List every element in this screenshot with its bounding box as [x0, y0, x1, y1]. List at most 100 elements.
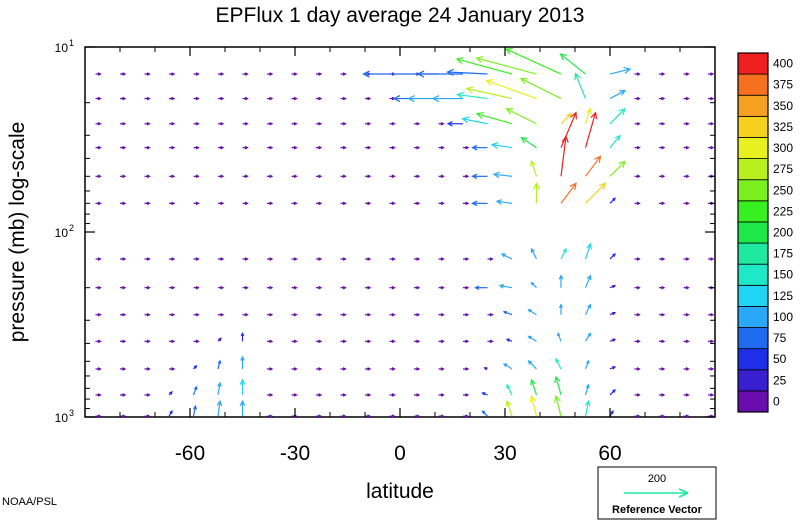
colorbar-label: 400: [773, 57, 793, 71]
flux-vector-head: [195, 312, 200, 317]
x-tick-label: 30: [493, 442, 516, 465]
flux-vector-head: [195, 257, 200, 261]
flux-vector-head: [171, 201, 176, 206]
y-tick-label-exponent: 1: [69, 38, 74, 48]
flux-vector-head: [553, 394, 561, 403]
flux-vector-head: [97, 257, 102, 261]
flux-vector: [708, 339, 715, 344]
flux-vector: [95, 339, 102, 344]
flux-vector: [242, 312, 249, 317]
flux-vector-head: [456, 91, 465, 99]
flux-vector: [530, 247, 538, 260]
flux-vector-head: [367, 257, 372, 261]
flux-vector: [365, 367, 372, 371]
flux-vector: [144, 201, 151, 206]
flux-vector-head: [171, 257, 176, 261]
flux-vector: [559, 53, 586, 75]
flux-vector: [634, 414, 641, 418]
flux-vector-head: [612, 311, 617, 316]
vector-field: [95, 48, 715, 418]
flux-vector-shaft: [506, 384, 513, 396]
colorbar-label: 200: [773, 226, 793, 240]
flux-vector: [365, 414, 372, 418]
colorbar-swatch: [737, 348, 769, 371]
colorbar-swatch: [737, 263, 769, 286]
colorbar-label: 300: [773, 141, 793, 155]
flux-vector-head: [342, 393, 347, 397]
flux-vector-head: [407, 95, 415, 103]
flux-vector-head: [587, 332, 592, 337]
flux-vector-head: [269, 257, 274, 261]
flux-vector: [267, 257, 274, 261]
flux-vector-head: [146, 339, 151, 344]
flux-vector-shaft: [530, 248, 538, 260]
flux-vector-head: [97, 72, 102, 76]
flux-vector: [560, 111, 577, 148]
colorbar-label: 225: [773, 204, 793, 218]
flux-vector-head: [710, 367, 715, 371]
flux-vector: [609, 160, 626, 177]
flux-vector-head: [661, 393, 666, 397]
flux-vector: [169, 174, 176, 179]
flux-vector-head: [527, 335, 532, 340]
y-tick-label: 10: [55, 411, 69, 425]
flux-vector-head: [505, 338, 510, 342]
flux-vector: [120, 174, 127, 179]
flux-vector: [634, 393, 641, 397]
flux-vector-head: [685, 96, 690, 101]
flux-vector-head: [367, 285, 372, 290]
flux-vector: [414, 285, 421, 290]
flux-vector: [316, 312, 323, 317]
flux-vector: [584, 242, 592, 260]
flux-vector: [169, 145, 176, 150]
colorbar-swatch: [737, 242, 769, 265]
flux-vector-head: [527, 309, 532, 313]
flux-vector-head: [710, 257, 715, 261]
flux-vector: [218, 312, 225, 317]
flux-vector-head: [342, 414, 347, 418]
flux-vector: [340, 339, 347, 344]
flux-vector: [120, 96, 127, 101]
flux-vector-head: [500, 253, 506, 258]
colorbar-label: 150: [773, 268, 793, 282]
flux-vector-head: [169, 391, 173, 395]
flux-vector: [558, 274, 564, 288]
flux-vector-head: [440, 312, 445, 317]
flux-vector-head: [566, 112, 572, 119]
flux-vector-shaft: [530, 379, 538, 396]
flux-vector: [95, 285, 102, 290]
flux-vector-head: [416, 121, 421, 126]
flux-vector-shaft: [462, 118, 488, 125]
flux-vector-head: [146, 145, 151, 150]
flux-vector-head: [636, 312, 641, 317]
flux-vector-head: [391, 367, 396, 371]
flux-vector: [267, 121, 274, 126]
flux-vector-head: [570, 111, 577, 120]
flux-vector: [659, 367, 666, 371]
flux-vector-head: [586, 107, 592, 115]
flux-vector-head: [612, 197, 616, 202]
flux-vector: [463, 201, 470, 206]
flux-vector: [218, 257, 225, 261]
flux-vector: [340, 257, 347, 261]
flux-vector: [267, 367, 274, 371]
flux-vector-head: [97, 339, 102, 344]
flux-vector: [659, 201, 666, 206]
flux-vector-head: [97, 312, 102, 317]
colorbar-swatch: [737, 327, 769, 350]
flux-vector: [291, 174, 298, 179]
flux-vector-head: [612, 284, 617, 289]
flux-vector-head: [618, 160, 626, 168]
flux-vector: [316, 257, 323, 261]
flux-vector: [438, 121, 445, 126]
flux-vector: [659, 174, 666, 179]
flux-vector: [340, 414, 347, 418]
flux-vector: [634, 339, 641, 344]
flux-vector-head: [218, 337, 222, 342]
flux-vector: [267, 145, 274, 150]
flux-vector: [217, 381, 222, 396]
flux-vector-head: [171, 174, 176, 179]
flux-vector-head: [342, 96, 347, 101]
flux-vector-head: [195, 339, 200, 344]
flux-vector: [193, 201, 200, 206]
